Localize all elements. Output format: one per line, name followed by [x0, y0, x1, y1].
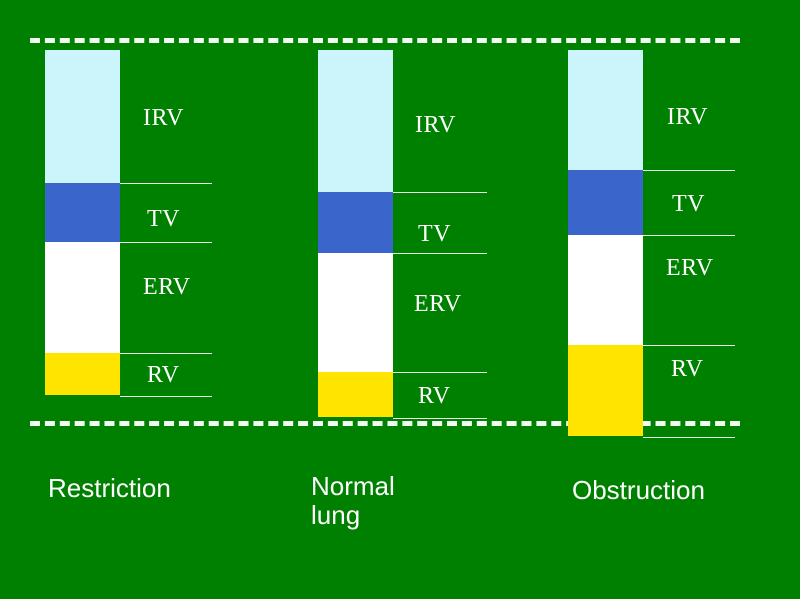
label-normal-lung-irv: IRV	[415, 112, 456, 138]
rule-obstruction-irv-tv	[643, 170, 735, 171]
segment-normal-lung-irv	[318, 50, 393, 192]
rule-obstruction-erv-rv	[643, 345, 735, 346]
rule-restriction-erv-rv	[120, 353, 212, 354]
bar-restriction	[45, 50, 120, 395]
baseline-dashed-line	[30, 421, 740, 426]
caption-restriction: Restriction	[48, 473, 171, 503]
rule-normal-lung-rv-bottom	[393, 418, 487, 419]
segment-obstruction-tv	[568, 170, 643, 235]
bar-obstruction	[568, 50, 643, 436]
label-normal-lung-rv: RV	[418, 383, 451, 409]
caption-obstruction: Obstruction	[572, 475, 705, 505]
label-restriction-rv: RV	[147, 362, 180, 388]
segment-normal-lung-rv	[318, 372, 393, 417]
label-obstruction-rv: RV	[671, 356, 704, 382]
rule-obstruction-rv-bottom	[643, 437, 735, 438]
total-lung-capacity-dashed-line	[30, 38, 740, 43]
label-obstruction-erv: ERV	[666, 255, 714, 281]
rule-normal-lung-erv-rv	[393, 372, 487, 373]
caption-normal-lung: Normal lung	[311, 471, 395, 531]
bar-normal-lung	[318, 50, 393, 417]
label-normal-lung-erv: ERV	[414, 291, 462, 317]
rule-normal-lung-irv-tv	[393, 192, 487, 193]
segment-obstruction-irv	[568, 50, 643, 170]
segment-restriction-irv	[45, 50, 120, 183]
rule-restriction-rv-bottom	[120, 396, 212, 397]
segment-restriction-erv	[45, 242, 120, 353]
label-obstruction-tv: TV	[672, 191, 705, 217]
rule-restriction-irv-tv	[120, 183, 212, 184]
label-restriction-tv: TV	[147, 206, 180, 232]
rule-restriction-tv-erv	[120, 242, 212, 243]
label-obstruction-irv: IRV	[667, 104, 708, 130]
segment-normal-lung-tv	[318, 192, 393, 253]
label-normal-lung-tv: TV	[418, 221, 451, 247]
label-restriction-erv: ERV	[143, 274, 191, 300]
segment-restriction-rv	[45, 353, 120, 395]
segment-obstruction-rv	[568, 345, 643, 436]
segment-restriction-tv	[45, 183, 120, 242]
rule-normal-lung-tv-erv	[393, 253, 487, 254]
segment-normal-lung-erv	[318, 253, 393, 372]
segment-obstruction-erv	[568, 235, 643, 345]
rule-obstruction-tv-erv	[643, 235, 735, 236]
label-restriction-irv: IRV	[143, 105, 184, 131]
